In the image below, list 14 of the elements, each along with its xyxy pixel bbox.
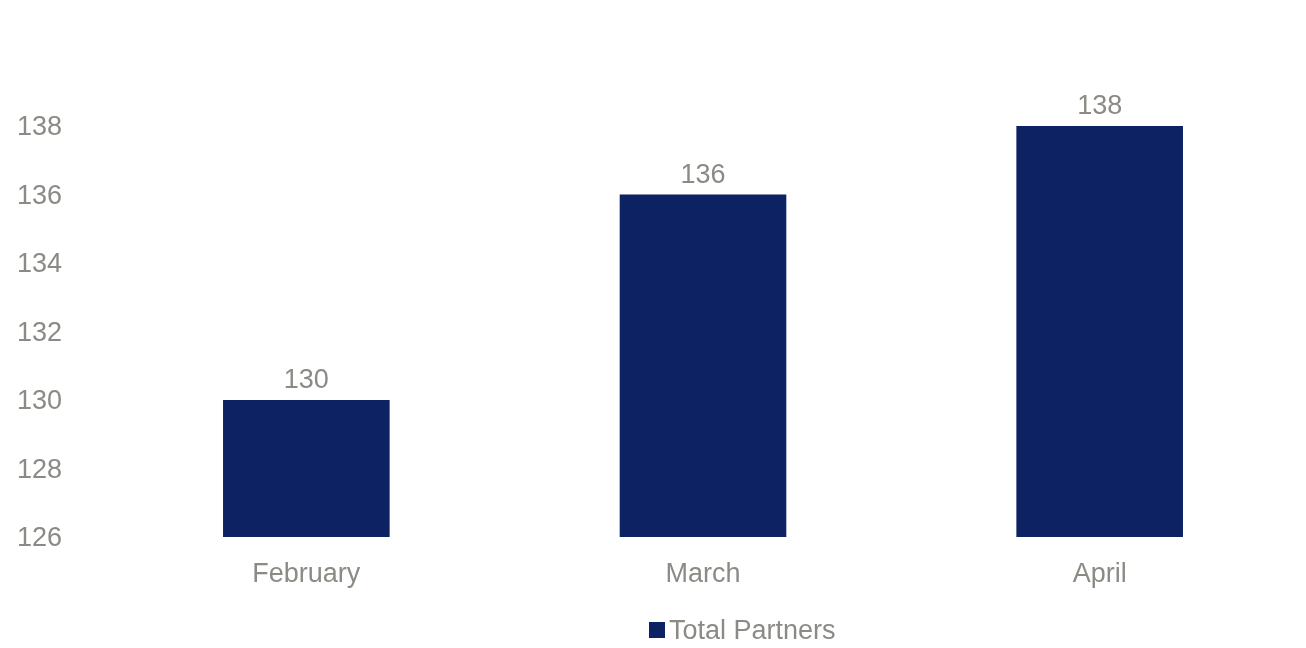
y-tick-label: 138 bbox=[16, 111, 62, 141]
y-tick-label: 126 bbox=[16, 522, 62, 552]
x-tick-label: March bbox=[665, 558, 741, 588]
y-tick-label: 132 bbox=[16, 316, 62, 347]
x-tick-label: February bbox=[252, 558, 361, 588]
y-tick-label: 128 bbox=[16, 453, 62, 484]
legend-label: Total Partners bbox=[669, 615, 836, 645]
y-tick-label: 134 bbox=[16, 248, 62, 278]
data-label: 138 bbox=[1077, 90, 1123, 120]
y-tick-label: 130 bbox=[16, 385, 62, 415]
data-label: 136 bbox=[680, 158, 726, 189]
data-label: 130 bbox=[283, 364, 329, 394]
y-tick-label: 136 bbox=[16, 179, 62, 210]
x-tick-label: April bbox=[1072, 558, 1127, 588]
